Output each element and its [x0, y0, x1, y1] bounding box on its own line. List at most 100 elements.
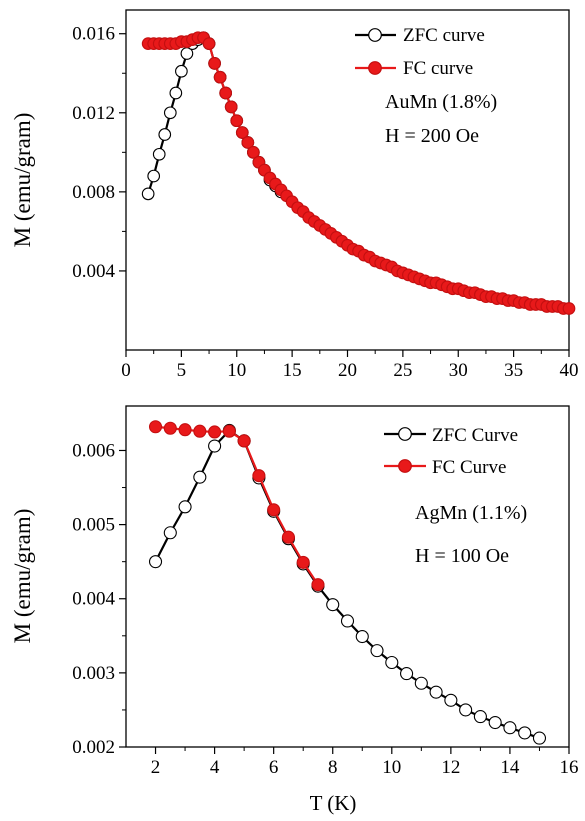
bottom-fc-point — [193, 424, 207, 438]
bottom-zfc-point — [459, 703, 473, 717]
bottom-legend-entry-zfc: ZFC Curve — [384, 425, 518, 446]
bottom-zfc-point — [532, 731, 547, 745]
bottom-fc-point — [281, 530, 295, 544]
bottom-zfc-point — [178, 500, 192, 514]
top-series-layer — [141, 31, 576, 315]
top-x-tick-label: 20 — [338, 360, 357, 381]
bottom-zfc-point — [488, 715, 502, 730]
bottom-fc-point — [237, 434, 251, 448]
top-zfc-point — [175, 64, 188, 78]
top-fc-point — [219, 86, 233, 100]
top-y-tick-label: 0.008 — [72, 182, 115, 203]
bottom-legend-zfc-marker — [398, 427, 412, 441]
top-panel: 0 5 10 15 20 25 30 35 40 0.004 0.008 0.012 0.016 M (… — [10, 9, 579, 381]
top-legend-fc-label: FC curve — [403, 58, 473, 79]
top-y-tick-label: 0.012 — [72, 103, 115, 124]
bottom-x-tick-label: 16 — [560, 757, 579, 778]
bottom-y-tick-label: 0.002 — [72, 737, 115, 758]
bottom-zfc-point — [326, 598, 340, 612]
top-legend-zfc-marker — [368, 28, 382, 42]
bottom-x-tick-label: 4 — [210, 757, 220, 778]
bottom-legend-zfc-label: ZFC Curve — [432, 425, 518, 446]
bottom-legend-entry-fc: FC Curve — [384, 457, 506, 478]
top-fc-point — [224, 100, 238, 114]
bottom-x-tick-label: 12 — [441, 757, 460, 778]
bottom-y-axis-label: M (emu/gram) — [10, 509, 35, 644]
bottom-zfc-point — [193, 470, 207, 484]
bottom-zfc-point — [340, 614, 355, 628]
bottom-fc-point — [208, 425, 222, 439]
top-legend-entry-fc: FC curve — [355, 58, 473, 79]
bottom-zfc-point — [163, 526, 177, 540]
top-y-tick-label: 0.016 — [72, 24, 115, 45]
bottom-fc-point — [163, 421, 177, 435]
bottom-zfc-point — [370, 644, 384, 658]
bottom-zfc-point — [355, 629, 369, 644]
bottom-y-tick-label: 0.006 — [72, 440, 115, 461]
top-x-tick-label: 15 — [283, 360, 302, 381]
bottom-y-tick-label: 0.005 — [72, 515, 115, 536]
top-fc-point — [213, 70, 227, 84]
bottom-fc-point — [178, 423, 192, 437]
bottom-zfc-point — [148, 555, 163, 569]
top-fc-point — [230, 114, 244, 128]
bottom-annotation-field: H = 100 Oe — [415, 545, 509, 567]
top-x-tick-label: 25 — [393, 360, 412, 381]
bottom-panel: 2 4 6 8 10 12 14 16 0.002 0.003 0.004 0.005 0.006 M … — [10, 405, 579, 815]
top-zfc-point — [152, 147, 166, 161]
bottom-zfc-point — [385, 655, 399, 670]
bottom-zfc-point — [518, 726, 532, 740]
top-fc-point — [241, 136, 255, 149]
bottom-legend-fc-marker — [398, 459, 412, 473]
bottom-y-tick-label: 0.003 — [72, 663, 115, 684]
top-y-axis-label: M (emu/gram) — [10, 113, 35, 248]
top-x-tick-label: 10 — [227, 360, 246, 381]
bottom-fc-point — [311, 578, 325, 592]
bottom-x-tick-label: 14 — [500, 757, 520, 778]
bottom-fc-point — [222, 424, 236, 438]
bottom-x-tick-label: 2 — [151, 757, 161, 778]
bottom-zfc-point — [444, 693, 458, 707]
top-legend: ZFC curve FC curve — [355, 25, 485, 79]
bottom-legend: ZFC Curve FC Curve — [384, 425, 518, 478]
bottom-fc-point — [252, 469, 266, 483]
top-axis-ticks: 0 5 10 15 20 25 30 35 40 0.004 0.008 0.012 0.016 — [72, 24, 578, 381]
bottom-x-tick-label: 10 — [382, 757, 401, 778]
top-fc-point — [562, 302, 576, 315]
bottom-zfc-point — [503, 721, 517, 735]
top-fc-point — [235, 126, 249, 139]
bottom-fc-point — [148, 420, 163, 434]
bottom-zfc-point — [473, 710, 487, 724]
bottom-zfc-point — [400, 667, 414, 681]
bottom-fc-point — [267, 503, 281, 517]
top-x-tick-label: 5 — [177, 360, 187, 381]
bottom-zfc-point — [429, 685, 443, 699]
bottom-y-tick-label: 0.004 — [72, 589, 115, 610]
top-annotation-field: H = 200 Oe — [385, 125, 479, 147]
top-legend-zfc-label: ZFC curve — [403, 25, 485, 46]
bottom-fc-point — [296, 555, 310, 569]
bottom-axis-ticks: 2 4 6 8 10 12 14 16 0.002 0.003 0.004 0.005 0.006 — [72, 440, 578, 778]
bottom-x-tick-label: 8 — [328, 757, 338, 778]
top-legend-entry-zfc: ZFC curve — [355, 25, 485, 46]
top-y-tick-label: 0.004 — [72, 261, 115, 282]
bottom-x-tick-label: 6 — [269, 757, 279, 778]
top-x-tick-label: 40 — [560, 360, 579, 381]
top-fc-point — [247, 145, 260, 159]
bottom-zfc-point — [414, 676, 428, 690]
bottom-x-axis-label: T (K) — [310, 791, 357, 815]
top-zfc-point — [163, 106, 177, 120]
top-zfc-point — [169, 86, 183, 100]
bottom-annotation-sample: AgMn (1.1%) — [415, 502, 527, 524]
top-legend-fc-marker — [368, 61, 382, 75]
top-x-tick-label: 35 — [504, 360, 523, 381]
top-annotation-sample: AuMn (1.8%) — [385, 91, 497, 113]
top-x-tick-label: 0 — [121, 360, 131, 381]
bottom-plot-frame — [125, 405, 570, 748]
bottom-series-layer — [148, 420, 547, 745]
top-x-tick-label: 30 — [449, 360, 468, 381]
top-zfc-point — [158, 128, 172, 141]
bottom-zfc-point — [208, 439, 222, 453]
bottom-legend-fc-label: FC Curve — [432, 457, 506, 478]
